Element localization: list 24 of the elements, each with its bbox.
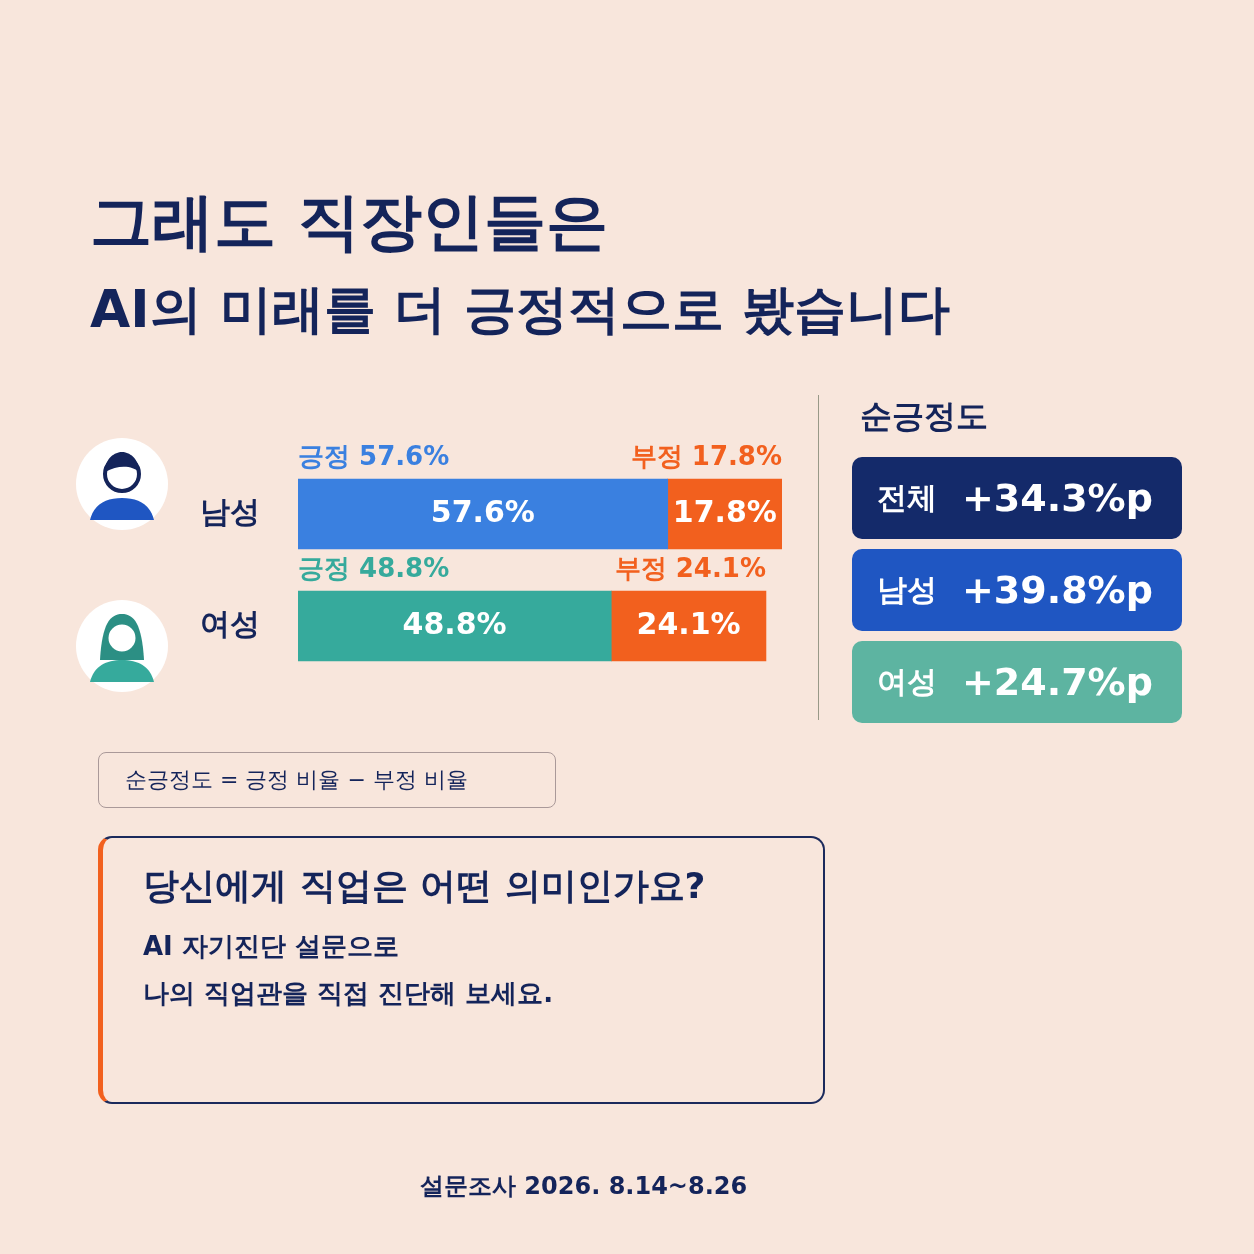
text: 부정 17.8%: [630, 441, 782, 471]
text: +34.3%p: [962, 476, 1153, 520]
text: 순긍정도 = 긍정 비율 − 부정 비율: [98, 752, 556, 808]
text: AI 자기진단 설문으로: [143, 930, 400, 963]
bar: [298, 478, 669, 550]
text: 당신에게 직업은 어떤 의미인가요?: [143, 864, 707, 908]
bar: [298, 590, 612, 662]
text: 부정 24.1%: [614, 553, 766, 583]
text: 순긍정도: [860, 396, 989, 437]
data-label: 48.8%: [402, 605, 507, 641]
text: 설문조사 2026. 8.14~8.26: [420, 1171, 748, 1202]
category-label: 전체: [876, 478, 938, 517]
data-label: 17.8%: [672, 493, 777, 529]
chart-subtitle: AI의 미래를 더 긍정적으로 봤습니다: [90, 278, 951, 341]
category-label: 남성: [876, 570, 938, 609]
text: +39.8%p: [962, 568, 1153, 612]
category-label: 여성: [876, 662, 938, 701]
chart-title: 그래도 직장인들은: [90, 184, 608, 260]
text: 긍정 48.8%: [298, 553, 450, 583]
text: 긍정 57.6%: [298, 441, 450, 471]
data-label: 57.6%: [430, 493, 535, 529]
data-label: 24.1%: [636, 605, 741, 641]
text: 나의 직업관을 직접 진단해 보세요.: [143, 977, 555, 1010]
text: +24.7%p: [962, 660, 1153, 704]
